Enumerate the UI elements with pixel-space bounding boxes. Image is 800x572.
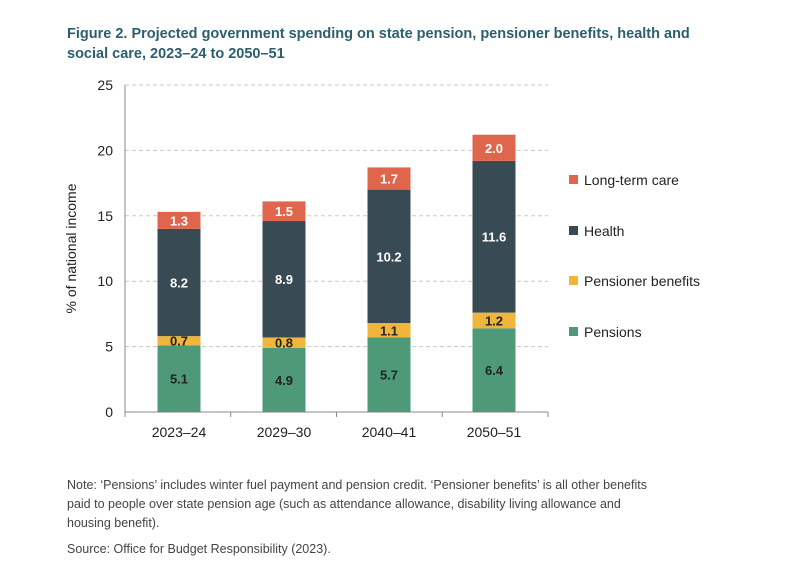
bar-segment (262, 201, 306, 222)
data-label: 10.2 (376, 249, 401, 264)
x-tick-label: 2050–51 (467, 424, 522, 440)
y-tick-label: 0 (105, 404, 113, 420)
data-label: 1.1 (380, 323, 398, 338)
y-tick-label: 10 (97, 273, 113, 289)
y-tick-label: 5 (105, 339, 113, 355)
x-tick-label: 2023–24 (152, 424, 207, 440)
figure-note: Note: ‘Pensions’ includes winter fuel pa… (67, 476, 767, 533)
bar-segment (157, 336, 201, 346)
data-label: 11.6 (482, 230, 507, 245)
bar-segment (367, 167, 411, 190)
bar-segment (472, 312, 516, 329)
y-tick-label: 20 (97, 142, 113, 158)
figure-title-line-1: Figure 2. Projected government spending … (67, 26, 690, 42)
note-line-2: paid to people over state pension age (s… (67, 497, 621, 511)
bar-segment (472, 134, 516, 161)
data-label: 5.1 (170, 372, 188, 387)
data-label: 5.7 (380, 368, 398, 383)
data-label: 8.9 (275, 272, 293, 287)
bar-segment (157, 345, 201, 412)
data-label: 1.2 (485, 313, 503, 328)
data-label: 0.7 (170, 334, 188, 349)
bar-segment (262, 221, 306, 338)
data-label: 1.7 (380, 172, 398, 187)
y-axis-title: % of national income (63, 183, 79, 313)
legend-label: Pensioner benefits (584, 273, 700, 289)
figure-title: Figure 2. Projected government spending … (67, 24, 747, 64)
data-label: 2.0 (485, 141, 503, 156)
legend-label: Pensions (584, 324, 642, 340)
y-tick-label: 25 (97, 77, 113, 93)
data-label: 1.5 (275, 204, 293, 219)
bar-segment (262, 347, 306, 412)
legend-swatch (569, 327, 578, 336)
data-label: 1.3 (170, 213, 188, 228)
bar-segment (472, 160, 516, 313)
bar-segment (367, 337, 411, 412)
figure-source: Source: Office for Budget Responsibility… (67, 542, 331, 556)
legend-swatch (569, 175, 578, 184)
note-line-1: Note: ‘Pensions’ includes winter fuel pa… (67, 478, 647, 492)
bar-segment (157, 211, 201, 229)
bar-segment (262, 337, 306, 348)
legend-label: Health (584, 223, 624, 239)
data-label: 8.2 (170, 276, 188, 291)
legend-swatch (569, 226, 578, 235)
legend-label: Long-term care (584, 172, 679, 188)
bar-segment (472, 328, 516, 412)
bar-segment (157, 228, 201, 337)
note-line-3: housing benefit). (67, 516, 160, 530)
x-tick-label: 2029–30 (257, 424, 312, 440)
data-label: 6.4 (485, 363, 504, 378)
bar-segment (367, 323, 411, 338)
figure-title-line-2: social care, 2023–24 to 2050–51 (67, 46, 285, 62)
y-tick-label: 15 (97, 208, 113, 224)
bar-segment (367, 189, 411, 324)
legend-swatch (569, 276, 578, 285)
data-label: 4.9 (275, 373, 293, 388)
data-label: 0.8 (275, 336, 293, 351)
stacked-bar-chart: 0 5 10 15 20 25 % of national income 5.1 0.7 8.2 1… (63, 77, 700, 440)
x-tick-label: 2040–41 (362, 424, 417, 440)
